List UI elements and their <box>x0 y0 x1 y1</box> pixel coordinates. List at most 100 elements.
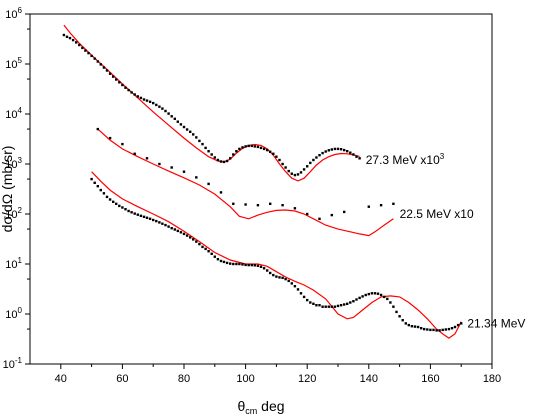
data-point <box>376 292 380 295</box>
y-tick-exponent: -1 <box>15 356 23 365</box>
data-point <box>195 136 198 139</box>
data-point <box>306 298 309 302</box>
data-point <box>179 123 183 126</box>
data-point <box>210 153 213 156</box>
data-point <box>318 304 321 307</box>
series-labels: 27.3 MeV x103 22.5 MeV x10 21.34 MeV <box>366 152 526 330</box>
data-point <box>130 211 133 214</box>
data-point <box>370 292 374 295</box>
data-point <box>253 145 256 148</box>
data-point <box>312 158 315 162</box>
x-tick-label: 60 <box>116 373 128 385</box>
data-point <box>182 170 186 173</box>
data-point <box>262 267 266 270</box>
data-point <box>416 325 420 329</box>
data-point <box>229 157 232 160</box>
data-point <box>238 262 241 266</box>
data-point <box>336 147 340 151</box>
data-point <box>145 99 149 102</box>
data-point <box>269 150 272 153</box>
data-point <box>130 91 133 94</box>
data-point <box>198 139 201 143</box>
data-point <box>158 162 161 166</box>
data-point <box>392 202 395 205</box>
data-point <box>96 60 99 63</box>
data-point <box>216 258 220 261</box>
data-point <box>429 328 432 332</box>
data-point <box>247 263 250 267</box>
data-point <box>287 279 290 283</box>
data-point <box>219 191 223 194</box>
data-point <box>367 205 370 208</box>
x-tick-label: 140 <box>360 373 378 385</box>
data-point <box>192 238 195 241</box>
data-point <box>379 204 383 207</box>
y-tick-label: 104 <box>5 106 22 121</box>
data-point <box>185 128 189 131</box>
data-points <box>62 33 463 332</box>
y-tick-exponent: 4 <box>18 106 23 115</box>
data-point <box>398 315 401 318</box>
data-point <box>90 177 93 181</box>
data-point <box>404 322 407 325</box>
data-point <box>315 156 318 159</box>
data-point <box>121 142 124 146</box>
y-tick-exponent: 5 <box>18 56 23 65</box>
data-point <box>324 150 327 153</box>
data-point <box>152 218 155 222</box>
data-point <box>262 147 266 151</box>
data-point <box>158 105 161 108</box>
data-point <box>392 305 395 308</box>
x-tick-label: 180 <box>483 373 501 385</box>
x-tick-label: 40 <box>55 373 67 385</box>
data-point <box>309 161 312 165</box>
data-point <box>383 295 386 299</box>
data-point <box>250 263 253 267</box>
data-point <box>250 144 253 148</box>
series-label-text: 22.5 MeV x10 <box>400 207 474 221</box>
data-point <box>102 66 106 69</box>
y-tick-base: 10 <box>5 109 17 121</box>
data-point <box>299 292 303 295</box>
series-label-1: 22.5 MeV x10 <box>400 207 474 221</box>
x-axis-title: θcm deg <box>237 398 284 416</box>
data-point <box>447 327 451 331</box>
plot-frame <box>29 13 493 365</box>
data-point <box>290 172 293 175</box>
data-point <box>219 160 223 163</box>
data-point <box>293 285 297 288</box>
x-axis-title-subscript: cm <box>245 406 257 416</box>
data-point <box>232 202 235 205</box>
data-point <box>78 43 81 47</box>
data-point <box>401 319 404 322</box>
data-point <box>213 156 216 159</box>
data-point <box>389 301 392 304</box>
data-point <box>343 148 346 152</box>
data-point <box>413 325 417 328</box>
data-point <box>346 302 349 305</box>
data-point <box>259 265 263 268</box>
data-point <box>216 158 220 162</box>
data-point <box>182 232 186 236</box>
data-point <box>108 198 112 201</box>
data-point <box>198 242 201 246</box>
data-point <box>309 301 312 304</box>
data-point <box>238 147 241 151</box>
y-tick-label: 105 <box>5 56 22 71</box>
data-point <box>133 93 136 96</box>
data-point <box>161 107 164 110</box>
data-point <box>432 328 435 332</box>
data-point <box>102 192 106 195</box>
data-point <box>269 202 272 205</box>
data-point <box>96 127 99 131</box>
data-point <box>108 136 112 140</box>
data-point <box>115 78 118 81</box>
data-point <box>379 293 383 297</box>
data-point <box>164 109 167 113</box>
data-point <box>232 262 235 266</box>
data-point <box>438 329 441 332</box>
series-label-2: 21.34 MeV <box>467 316 525 330</box>
series-label-superscript: 3 <box>440 152 445 161</box>
data-point <box>62 33 66 37</box>
fit-curve-1 <box>97 128 394 237</box>
